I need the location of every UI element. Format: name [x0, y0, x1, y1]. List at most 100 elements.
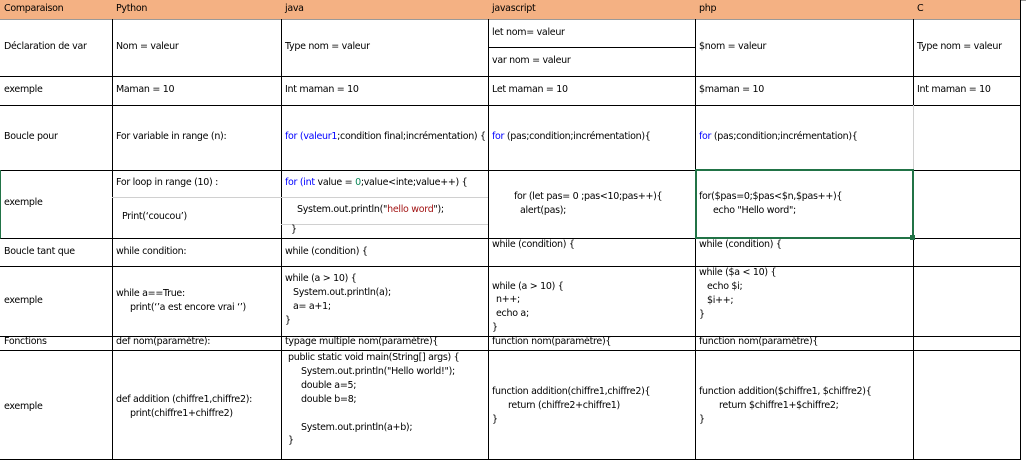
fill-handle[interactable]: [910, 235, 915, 240]
cell-text: exemple: [4, 401, 43, 412]
cell-ex1-js[interactable]: Let maman = 10: [488, 76, 696, 106]
cell-for-python[interactable]: For variable in range (n):: [112, 105, 282, 171]
cell-ex4-js[interactable]: function addition(chiffre1,chiffre2){ret…: [488, 350, 696, 460]
code-text: ;condition final;incrémentation) {: [337, 131, 486, 142]
keyword: for: [699, 131, 712, 142]
cell-func-js[interactable]: function nom(paramètre){: [488, 336, 696, 351]
cell-text: while (condition) {: [492, 239, 575, 250]
cell-decl-python[interactable]: Nom = valeur: [112, 19, 282, 77]
cell-text: let nom= valeur: [492, 27, 565, 38]
cell-text: while (condition) {: [699, 239, 782, 250]
cell-for-php[interactable]: for (pas;condition;incrémentation){: [695, 105, 914, 171]
cell-decl-label[interactable]: Déclaration de var: [0, 19, 113, 77]
selected-cell-outline: [695, 169, 914, 239]
cell-ex1-php[interactable]: $maman = 10: [695, 76, 914, 106]
cell-text: System.out.println(a+b);: [301, 422, 413, 433]
cell-text: Comparaison: [4, 3, 64, 14]
cell-text: }: [285, 315, 291, 326]
cell-text: var nom = valeur: [492, 55, 571, 66]
cell-text: }: [492, 414, 498, 425]
cell-ex1-python[interactable]: Maman = 10: [112, 76, 282, 106]
cell-ex2-python[interactable]: For loop in range (10) : Print(‘coucou’): [112, 170, 282, 239]
cell-while-c[interactable]: [913, 238, 1021, 267]
cell-text: typage multiple nom(paramètre){: [285, 336, 439, 347]
cell-ex2-label[interactable]: exemple: [0, 170, 113, 239]
cell-while-python[interactable]: while condition:: [112, 238, 282, 267]
cell-text: def addition (chiffre1,chiffre2):: [116, 394, 253, 405]
header-cell-php[interactable]: php: [695, 0, 914, 20]
cell-decl-php[interactable]: $nom = valeur: [695, 19, 914, 77]
cell-ex2-c[interactable]: [913, 170, 1021, 239]
cell-divider: [281, 197, 488, 198]
cell-divider: [488, 47, 695, 48]
cell-ex3-java[interactable]: while (a > 10) {System.out.println(a); a=…: [281, 266, 489, 337]
cell-ex3-label[interactable]: exemple: [0, 266, 113, 337]
cell-ex1-label[interactable]: exemple: [0, 76, 113, 106]
cell-while-js[interactable]: while (condition) {: [488, 238, 696, 267]
cell-ex1-java[interactable]: Int maman = 10: [281, 76, 489, 106]
cell-while-label[interactable]: Boucle tant que: [0, 238, 113, 267]
cell-func-label[interactable]: Fonctions: [0, 336, 113, 351]
header-cell-java[interactable]: java: [281, 0, 489, 20]
code-text: ");: [433, 204, 444, 215]
cell-decl-java[interactable]: Type nom = valeur: [281, 19, 489, 77]
cell-ex2-java[interactable]: for (int value = 0;value<inte;value++) {…: [281, 170, 489, 239]
cell-text: function addition($chiffre1, $chiffre2){: [699, 386, 872, 397]
cell-ex3-python[interactable]: while a==True: print(‘’a est encore vrai …: [112, 266, 282, 337]
header-cell-comparaison[interactable]: Comparaison: [0, 0, 113, 20]
cell-text: for (pas;condition;incrémentation){: [699, 130, 858, 144]
cell-text: return $chiffre1+$chiffre2;: [719, 400, 839, 411]
cell-text: Boucle pour: [4, 131, 58, 142]
cell-func-java[interactable]: typage multiple nom(paramètre){: [281, 336, 489, 351]
cell-func-python[interactable]: def nom(paramètre):: [112, 336, 282, 351]
cell-for-js[interactable]: for (pas;condition;incrémentation){: [488, 105, 696, 171]
cell-for-java[interactable]: for (valeur1;condition final;incrémentat…: [281, 105, 489, 171]
cell-text: php: [699, 3, 717, 14]
header-cell-python[interactable]: Python: [112, 0, 282, 20]
cell-text: Int maman = 10: [285, 84, 359, 95]
cell-decl-c[interactable]: Type nom = valeur: [913, 19, 1021, 77]
cell-ex3-js[interactable]: while (a > 10) {n++; echo a;}: [488, 266, 696, 337]
cell-for-c[interactable]: [913, 105, 1021, 171]
cell-func-php[interactable]: function nom(paramètre){: [695, 336, 914, 351]
code-text: value =: [314, 177, 356, 188]
cell-text: Nom = valeur: [116, 41, 179, 52]
code-text: System.out.println(": [297, 204, 388, 215]
keyword: for: [285, 131, 298, 142]
cell-text: }: [291, 224, 297, 235]
cell-text: exemple: [4, 197, 43, 208]
cell-ex3-php[interactable]: while ($a < 10) {echo $i; $i++;}: [695, 266, 914, 337]
keyword: for: [492, 131, 505, 142]
cell-decl-js[interactable]: let nom= valeur var nom = valeur: [488, 19, 696, 77]
code-text: ;value<inte;value++) {: [360, 177, 468, 188]
cell-ex4-java[interactable]: public static void main(String[] args) {…: [281, 350, 489, 460]
keyword: (valeur1: [299, 131, 338, 142]
cell-ex4-label[interactable]: exemple: [0, 350, 113, 460]
cell-divider: [281, 224, 488, 225]
cell-text: while (a > 10) {: [492, 281, 564, 292]
cell-text: double b=8;: [301, 394, 357, 405]
cell-text: while (a > 10) {: [285, 273, 357, 284]
cell-while-java[interactable]: while (condition) {: [281, 238, 489, 267]
cell-ex4-c[interactable]: [913, 350, 1021, 460]
header-cell-javascript[interactable]: javascript: [488, 0, 696, 20]
cell-ex1-c[interactable]: Int maman = 10: [913, 76, 1021, 106]
cell-while-php[interactable]: while (condition) {: [695, 238, 914, 267]
cell-text: System.out.println("hello word");: [297, 203, 444, 217]
cell-func-c[interactable]: [913, 336, 1021, 351]
cell-text: print(chiffre1+chiffre2): [130, 408, 233, 419]
cell-for-label[interactable]: Boucle pour: [0, 105, 113, 171]
cell-text: n++;: [496, 294, 520, 305]
cell-ex2-js[interactable]: for (let pas= 0 ;pas<10;pas++){alert(pas…: [488, 170, 696, 239]
cell-ex4-php[interactable]: function addition($chiffre1, $chiffre2){…: [695, 350, 914, 460]
cell-text: print(‘’a est encore vrai ‘’): [130, 302, 246, 313]
cell-text: for (pas;condition;incrémentation){: [492, 130, 651, 144]
header-cell-c[interactable]: C: [913, 0, 1021, 20]
cell-text: Type nom = valeur: [285, 41, 370, 52]
cell-ex3-c[interactable]: [913, 266, 1021, 337]
cell-ex4-python[interactable]: def addition (chiffre1,chiffre2): print(c…: [112, 350, 282, 460]
cell-text: exemple: [4, 295, 43, 306]
cell-text: java: [285, 3, 304, 14]
cell-text: return (chiffre2+chiffre1): [508, 400, 620, 411]
cell-text: Type nom = valeur: [917, 41, 1002, 52]
